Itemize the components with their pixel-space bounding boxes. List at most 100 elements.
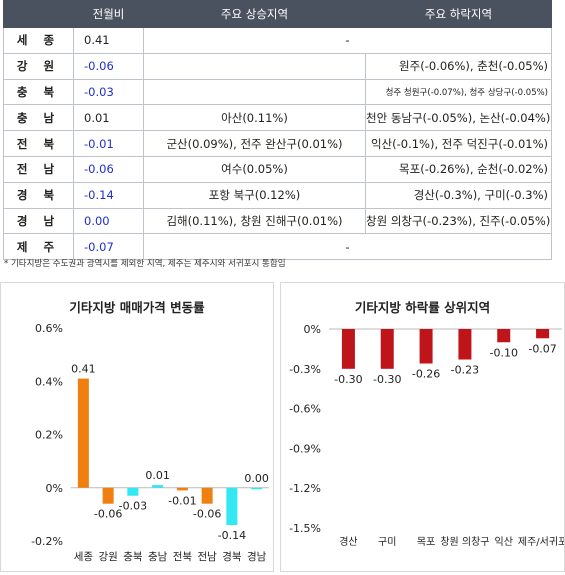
category-label: 강원 bbox=[98, 551, 117, 563]
table-row: 전 북 -0.01 군산(0.09%), 전주 완산구(0.01%) 익산(-0.1%… bbox=[3, 130, 552, 157]
table-row: 경 남 0.00 김해(0.11%), 창원 진해구(0.01%) 창원 의창구(-0… bbox=[3, 207, 552, 235]
data-label: -0.23 bbox=[451, 364, 479, 377]
data-label: -0.14 bbox=[218, 529, 246, 542]
region-cell: 경 북 bbox=[3, 181, 74, 209]
falling-regions-cell: 목포(-0.26%), 순천(-0.02%) bbox=[365, 155, 552, 183]
category-label: 창원 의창구 bbox=[440, 536, 489, 548]
y-tick-label: 0.6% bbox=[35, 322, 63, 335]
right-chart-title: 기타지방 하락률 상위지역 bbox=[354, 300, 491, 315]
table-row: 전 남 -0.06 여수(0.05%) 목포(-0.26%), 순천(-0.02%) bbox=[3, 155, 552, 183]
mom-cell: -0.14 bbox=[73, 181, 144, 209]
data-label: -0.07 bbox=[528, 342, 556, 355]
mom-cell: -0.06 bbox=[73, 52, 144, 80]
mom-cell: -0.07 bbox=[73, 233, 144, 261]
region-cell: 충 남 bbox=[3, 104, 74, 132]
no-data-cell: - bbox=[143, 27, 552, 54]
y-tick-label: -0.2% bbox=[31, 535, 63, 548]
header-mom: 전월비 bbox=[73, 0, 144, 28]
no-data-cell: - bbox=[143, 233, 552, 261]
y-tick-label: 0.4% bbox=[35, 375, 63, 388]
data-label: -0.06 bbox=[193, 508, 221, 521]
bar-창원 의창구 bbox=[458, 329, 472, 360]
y-tick-label: 0% bbox=[304, 323, 321, 336]
mom-cell: 0.00 bbox=[73, 207, 144, 235]
bar-익산 bbox=[497, 329, 511, 343]
mom-cell: -0.01 bbox=[73, 130, 144, 157]
header-falling-regions: 주요 하락지역 bbox=[365, 0, 552, 28]
region-cell: 전 북 bbox=[3, 130, 74, 157]
bar-목포 bbox=[419, 329, 433, 364]
region-cell: 전 남 bbox=[3, 155, 74, 183]
left-chart-title: 기타지방 매매가격 변동률 bbox=[69, 300, 205, 315]
rising-regions-cell bbox=[143, 78, 366, 106]
bar-충남 bbox=[152, 485, 164, 488]
data-label: -0.26 bbox=[412, 367, 440, 380]
y-tick-label: 0% bbox=[46, 482, 63, 495]
category-label: 구미 bbox=[378, 536, 396, 548]
mom-cell: 0.41 bbox=[73, 27, 144, 54]
category-label: 제주/서귀포 bbox=[518, 536, 564, 548]
rising-regions-cell: 군산(0.09%), 전주 완산구(0.01%) bbox=[143, 130, 366, 157]
data-label: -0.03 bbox=[119, 500, 147, 513]
footnote: * 기타지방은 수도권과 광역시를 제외한 지역, 제주는 제주시와 서귀포시 … bbox=[4, 259, 286, 269]
bar-제주/서귀포 bbox=[536, 329, 550, 339]
category-label: 충북 bbox=[123, 551, 143, 563]
left-bar-chart: 0.6% 0.4% 0.2% 0% -0.2% 0.41 세종 -0.06 강원 -0.03 충북 0… bbox=[31, 322, 269, 563]
y-tick-label: -1.5% bbox=[289, 522, 321, 535]
right-bar-chart: 0% -0.3% -0.6% -0.9% -1.2% -1.5% -0.30 경산 -0.30 구… bbox=[289, 323, 565, 548]
region-cell: 경 남 bbox=[3, 207, 74, 235]
table-header-row: 전월비 주요 상승지역 주요 하락지역 bbox=[3, 0, 552, 28]
data-label: -0.06 bbox=[94, 508, 122, 521]
y-tick-label: -0.6% bbox=[289, 403, 321, 416]
bar-경남 bbox=[251, 487, 263, 490]
table-row: 세 종 0.41- bbox=[3, 27, 552, 54]
falling-regions-cell: 익산(-0.1%), 전주 덕진구(-0.01%) bbox=[365, 130, 552, 157]
category-label: 익산 bbox=[495, 536, 513, 548]
table-row: 충 남 0.01 아산(0.11%) 천안 동남구(-0.05%), 논산(-0.04… bbox=[3, 104, 552, 132]
region-cell: 강 원 bbox=[3, 52, 74, 80]
falling-regions-cell: 창원 의창구(-0.23%), 진주(-0.05%) bbox=[365, 207, 552, 235]
category-label: 경북 bbox=[222, 550, 242, 563]
table-row: 제 주 -0.07- bbox=[3, 233, 552, 261]
mom-cell: -0.06 bbox=[73, 155, 144, 183]
category-label: 충남 bbox=[148, 551, 168, 563]
falling-regions-cell: 천안 동남구(-0.05%), 논산(-0.04%) bbox=[365, 104, 552, 132]
bar-구미 bbox=[380, 329, 394, 369]
rising-regions-cell bbox=[143, 52, 366, 80]
region-cell: 세 종 bbox=[3, 27, 74, 54]
mom-cell: 0.01 bbox=[73, 104, 144, 132]
bar-경북 bbox=[226, 487, 238, 526]
mom-cell: -0.03 bbox=[73, 78, 144, 106]
category-label: 경남 bbox=[247, 550, 267, 563]
data-label: -0.10 bbox=[490, 346, 518, 359]
bar-경산 bbox=[341, 329, 355, 369]
y-tick-label: 0.2% bbox=[35, 429, 63, 442]
region-cell: 제 주 bbox=[3, 233, 74, 261]
category-label: 목포 bbox=[417, 536, 435, 548]
data-label: 0.01 bbox=[145, 469, 170, 482]
header-region bbox=[3, 0, 74, 28]
right-chart-panel: 기타지방 하락률 상위지역 0% -0.3% -0.6% -0.9% -1.2% -1.5… bbox=[280, 282, 565, 572]
y-tick-label: -1.2% bbox=[289, 482, 321, 495]
price-change-table: 전월비 주요 상승지역 주요 하락지역 세 종 0.41- 강 원 -0.06 원주(-… bbox=[3, 0, 552, 261]
header-rising-regions: 주요 상승지역 bbox=[143, 0, 366, 28]
y-tick-label: -0.9% bbox=[289, 442, 321, 455]
bar-전남 bbox=[201, 487, 213, 504]
data-label: -0.01 bbox=[168, 494, 196, 507]
category-label: 세종 bbox=[74, 551, 94, 563]
data-label: -0.30 bbox=[373, 373, 401, 386]
table-row: 경 북 -0.14 포항 북구(0.12%) 경산(-0.3%), 구미(-0.3%) bbox=[3, 181, 552, 209]
bar-전북 bbox=[176, 487, 188, 491]
rising-regions-cell: 여수(0.05%) bbox=[143, 155, 366, 183]
bar-강원 bbox=[102, 487, 114, 504]
rising-regions-cell: 포항 북구(0.12%) bbox=[143, 181, 366, 209]
table-row: 충 북 -0.03 청주 청원구(-0.07%), 청주 상당구(-0.05%) bbox=[3, 78, 552, 106]
data-label: -0.30 bbox=[334, 373, 362, 386]
falling-regions-cell: 원주(-0.06%), 춘천(-0.05%) bbox=[365, 52, 552, 80]
data-label: 0.00 bbox=[244, 472, 269, 485]
y-tick-label: -0.3% bbox=[289, 363, 321, 376]
bar-충북 bbox=[127, 487, 139, 496]
falling-regions-cell: 경산(-0.3%), 구미(-0.3%) bbox=[365, 181, 552, 209]
rising-regions-cell: 아산(0.11%) bbox=[143, 104, 366, 132]
table-row: 강 원 -0.06 원주(-0.06%), 춘천(-0.05%) bbox=[3, 52, 552, 80]
